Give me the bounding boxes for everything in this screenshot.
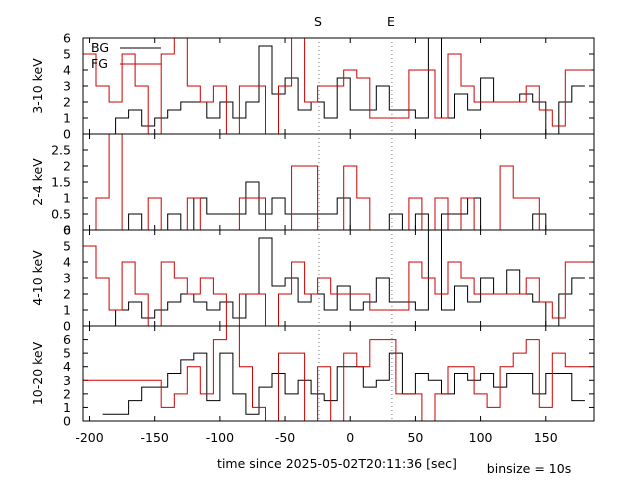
y-tick-label: 4: [63, 63, 71, 78]
y-axis-label: 2-4 keV: [30, 158, 45, 206]
y-tick-label: 0.5: [51, 207, 71, 222]
y-tick-label: 1: [63, 303, 71, 318]
y-tick-label: 5: [63, 239, 71, 254]
y-tick-label: 1: [63, 191, 71, 206]
series-fg: [83, 326, 592, 421]
panel-frame: [82, 229, 595, 327]
y-tick-label: 2: [63, 159, 71, 174]
y-tick-label: 6: [63, 332, 71, 347]
y-tick-label: 6: [63, 31, 71, 46]
x-axis: -200 -150 -100 -50 0 50 100 150: [75, 430, 557, 445]
x-tick-label: 50: [407, 430, 423, 445]
y-axis-label: 4-10 keV: [30, 250, 45, 306]
y-tick-label: 0: [63, 223, 71, 238]
series-group: [83, 230, 592, 326]
y-tick-label: 1.5: [51, 175, 71, 190]
y-tick-label: 2: [63, 386, 71, 401]
y-tick-label: 3: [63, 79, 71, 94]
binsize-label: binsize = 10s: [487, 461, 571, 476]
panel-frame: [82, 325, 595, 422]
y-tick-label: 3: [63, 373, 71, 388]
x-tick-label: 0: [346, 430, 354, 445]
series-fg: [83, 245, 592, 326]
y-tick-label: 4: [63, 255, 71, 270]
y-tick-label: 0: [63, 319, 71, 334]
legend-label-fg: FG: [91, 56, 108, 71]
series-group: [83, 326, 592, 421]
legend-label-bg: BG: [91, 40, 109, 55]
x-tick-label: -50: [275, 430, 295, 445]
x-tick-label: -100: [206, 430, 234, 445]
y-tick-label: 5: [63, 47, 71, 62]
series-bg: [102, 230, 585, 326]
y-tick-label: 2.5: [51, 143, 71, 158]
series-group: [83, 38, 592, 134]
y-axis-label: 3-10 keV: [30, 58, 45, 114]
y-tick-label: 3: [63, 271, 71, 286]
series-bg: [102, 181, 585, 230]
x-tick-label: -200: [75, 430, 103, 445]
y-tick-label: 6: [63, 223, 71, 238]
y-tick-label: 1: [63, 400, 71, 415]
marker-label-s: S: [314, 14, 322, 29]
y-tick-label: 0: [63, 127, 71, 142]
y-axis-label: 10-20 keV: [30, 341, 45, 405]
y-tick-label: 5: [63, 346, 71, 361]
series-fg: [83, 134, 592, 230]
series-bg: [102, 352, 585, 415]
marker-label-e: E: [387, 14, 395, 29]
x-tick-label: 100: [469, 430, 493, 445]
panel-frame: [82, 133, 595, 231]
series-group: [83, 134, 592, 230]
y-tick-label: 2: [63, 287, 71, 302]
x-tick-label: 150: [534, 430, 558, 445]
x-tick-label: -150: [141, 430, 169, 445]
y-tick-label: 0: [63, 414, 71, 429]
x-axis-label: time since 2025-05-02T20:11:36 [sec]: [217, 456, 457, 471]
y-tick-label: 4: [63, 359, 71, 374]
series-fg: [83, 38, 592, 134]
panel-2: 00.511.522.5 2-4 keV: [30, 133, 595, 238]
y-tick-label: 2: [63, 95, 71, 110]
y-tick-label: 1: [63, 111, 71, 126]
